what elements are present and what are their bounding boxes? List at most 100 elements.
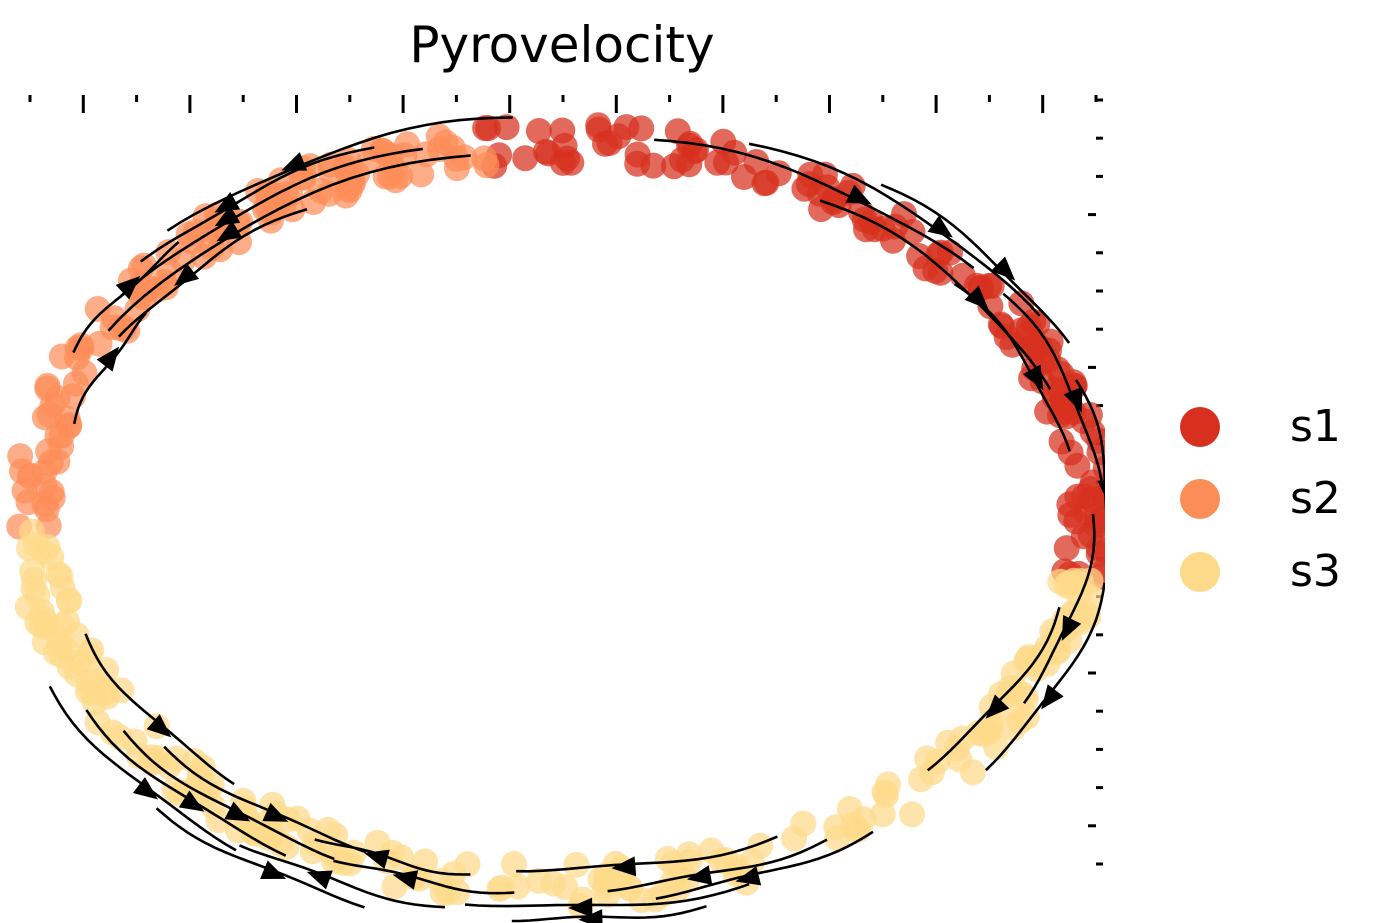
cell-point-s1 [978, 273, 1005, 299]
cell-point-s2 [31, 491, 58, 518]
cell-point-s3 [488, 874, 515, 901]
cell-point-s3 [824, 825, 851, 852]
cell-point-s1 [549, 117, 576, 144]
streamline [238, 844, 446, 909]
cell-point-s2 [190, 243, 217, 270]
cell-point-s3 [54, 608, 81, 635]
cell-point-s3 [899, 801, 925, 828]
streamline [516, 835, 778, 873]
stream-arrow [115, 275, 141, 300]
cell-point-s3 [34, 534, 61, 560]
legend-marker-s2 [1180, 479, 1220, 519]
top-axis-ticks [28, 95, 1098, 113]
cell-point-s2 [127, 255, 154, 282]
cell-point-s2 [426, 136, 453, 162]
stream-arrow [611, 856, 637, 877]
cell-point-s2 [62, 370, 89, 397]
cell-point-s1 [1071, 408, 1097, 435]
cell-point-s1 [558, 149, 585, 176]
stream-arrow [260, 860, 287, 880]
cell-point-s3 [20, 575, 47, 602]
streamline [880, 183, 1071, 344]
streamline [85, 709, 287, 857]
cell-point-s3 [79, 680, 106, 707]
cell-point-s1 [1085, 535, 1105, 562]
cell-point-s2 [9, 458, 35, 485]
stream-arrow [146, 714, 172, 738]
streamline [654, 138, 975, 270]
cell-point-s1 [1088, 506, 1105, 533]
cell-point-s1 [525, 118, 552, 144]
cell-point-s2 [136, 275, 162, 302]
cell-point-s3 [76, 641, 103, 668]
cell-point-s3 [1053, 572, 1080, 599]
cell-point-s3 [974, 719, 1001, 746]
cell-point-s1 [676, 151, 703, 178]
streamline [122, 729, 335, 861]
cell-point-s1 [1053, 535, 1080, 562]
cell-point-s3 [47, 563, 74, 590]
streamline [511, 904, 707, 923]
streamline [464, 882, 750, 908]
streamline [48, 685, 237, 852]
cell-point-s1 [605, 123, 632, 150]
stream-arrow [927, 215, 953, 238]
cell-point-s1 [1015, 314, 1042, 340]
cell-point-s3 [315, 816, 341, 843]
cell-point-s3 [869, 801, 896, 828]
legend-marker-s1 [1180, 407, 1220, 447]
cell-point-s1 [585, 112, 612, 139]
stream-arrow [306, 870, 333, 890]
cell-point-s1 [882, 213, 909, 240]
stream-arrow [364, 849, 390, 869]
streamline [926, 606, 1061, 772]
cell-point-s3 [875, 771, 902, 798]
cell-point-s1 [753, 169, 780, 196]
cell-points [6, 112, 1105, 920]
stream-arrow [132, 777, 159, 800]
cell-point-s2 [44, 385, 71, 411]
streamline [1074, 379, 1105, 569]
cell-point-s1 [1064, 452, 1091, 479]
stream-arrow [214, 205, 241, 227]
stream-arrow [392, 870, 419, 890]
stream-arrow [568, 897, 593, 918]
cell-point-s2 [408, 161, 435, 188]
stream-arrow [845, 184, 872, 205]
stream-arrow [735, 865, 762, 886]
cell-point-s2 [101, 305, 128, 332]
streamline [72, 312, 148, 425]
streamline [163, 745, 367, 854]
cell-point-s3 [552, 874, 579, 901]
stream-arrow [224, 801, 251, 822]
cell-point-s1 [640, 152, 667, 179]
stream-arrow [1023, 364, 1044, 391]
streamline [607, 838, 828, 893]
cell-point-s2 [54, 405, 81, 432]
streamline [984, 582, 1105, 772]
cell-point-s1 [853, 216, 879, 243]
legend-marker-s3 [1180, 552, 1220, 592]
cell-point-s3 [999, 715, 1026, 742]
cell-point-s3 [1014, 646, 1041, 673]
cell-point-s3 [946, 746, 973, 773]
cell-point-s1 [1077, 476, 1104, 502]
legend-label-s1: s1 [1290, 401, 1341, 452]
streamline [72, 241, 180, 354]
cell-point-s1 [512, 145, 539, 172]
stream-arrow [1063, 386, 1083, 413]
cell-point-s1 [475, 115, 502, 142]
streamline [748, 142, 1041, 317]
legend: s1 s2 s3 [1180, 401, 1341, 597]
streamline [120, 147, 423, 297]
streamline [1002, 292, 1103, 481]
streamline [314, 838, 471, 876]
cell-point-s2 [473, 152, 500, 179]
cell-point-s1 [713, 149, 739, 176]
stream-arrow [578, 909, 603, 923]
streamline [166, 116, 513, 232]
cell-point-s1 [493, 114, 520, 141]
stream-arrow [1097, 479, 1105, 505]
cell-point-s3 [28, 612, 55, 639]
